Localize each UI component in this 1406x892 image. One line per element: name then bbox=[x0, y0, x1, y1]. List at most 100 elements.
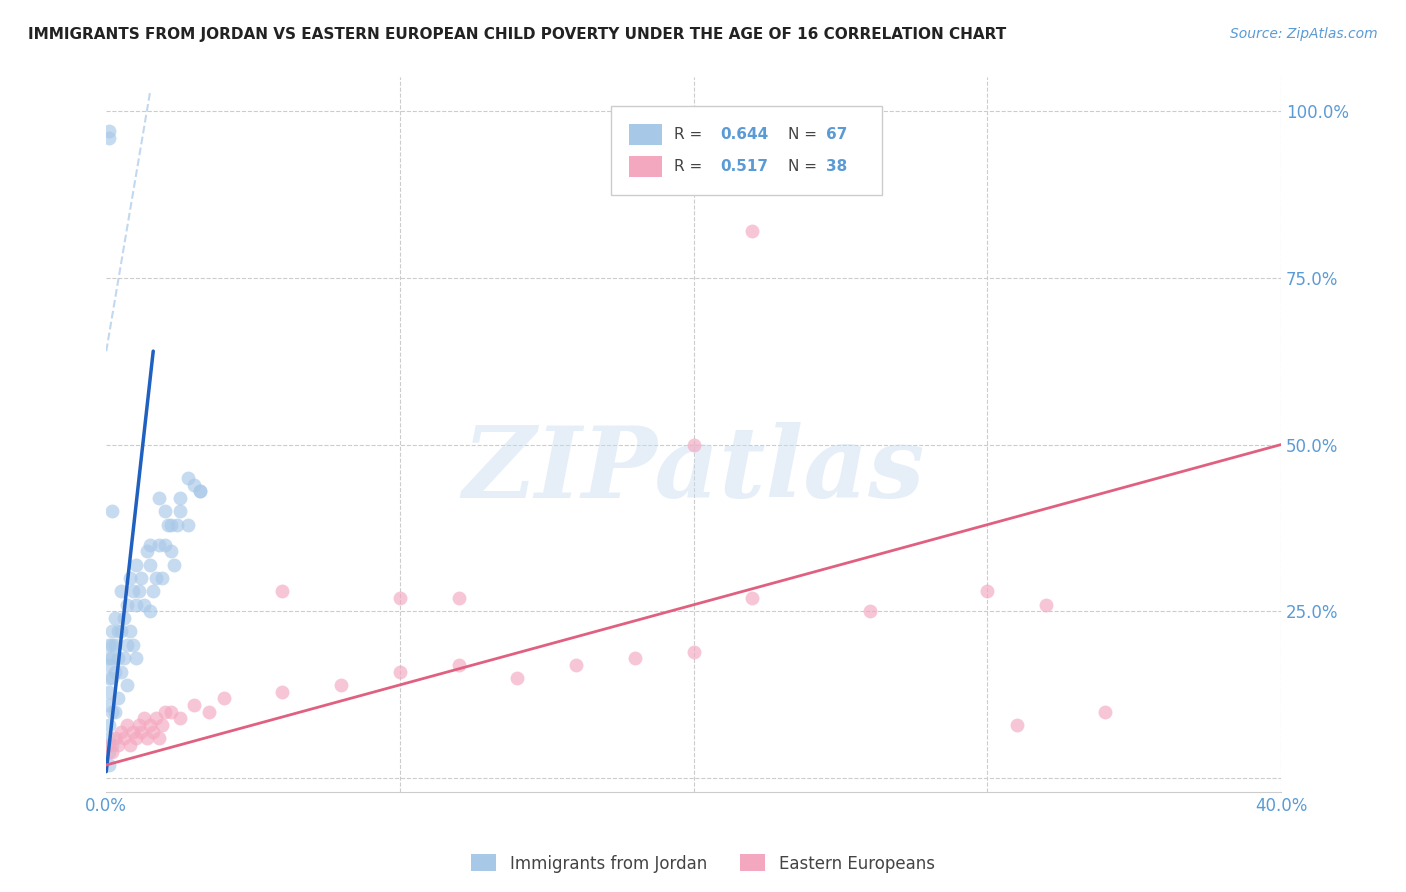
Point bbox=[101, 738, 124, 752]
Point bbox=[153, 705, 176, 719]
Point bbox=[134, 598, 156, 612]
Point bbox=[624, 651, 647, 665]
Point bbox=[118, 571, 141, 585]
Point bbox=[198, 705, 221, 719]
Point bbox=[148, 538, 170, 552]
Point bbox=[166, 517, 188, 532]
Point bbox=[124, 731, 146, 746]
Point bbox=[98, 657, 121, 672]
Point bbox=[104, 611, 127, 625]
Point bbox=[98, 718, 121, 732]
Point bbox=[1005, 718, 1028, 732]
Text: IMMIGRANTS FROM JORDAN VS EASTERN EUROPEAN CHILD POVERTY UNDER THE AGE OF 16 COR: IMMIGRANTS FROM JORDAN VS EASTERN EUROPE… bbox=[28, 27, 1007, 42]
Point bbox=[128, 718, 150, 732]
Point bbox=[98, 671, 121, 685]
Point bbox=[271, 684, 294, 698]
Point bbox=[98, 684, 121, 698]
Point bbox=[741, 591, 763, 606]
Point bbox=[110, 624, 132, 639]
Point bbox=[128, 584, 150, 599]
Point bbox=[98, 738, 121, 752]
Point bbox=[131, 571, 153, 585]
Point bbox=[104, 705, 127, 719]
Point bbox=[98, 124, 121, 138]
Point bbox=[169, 504, 191, 518]
Point bbox=[98, 638, 121, 652]
Point bbox=[150, 718, 173, 732]
Point bbox=[134, 711, 156, 725]
Point bbox=[107, 651, 129, 665]
Point bbox=[98, 130, 121, 145]
Point bbox=[112, 611, 135, 625]
Text: R =: R = bbox=[673, 127, 707, 142]
Point bbox=[101, 638, 124, 652]
Point bbox=[153, 504, 176, 518]
Point bbox=[121, 584, 143, 599]
Point bbox=[142, 724, 165, 739]
Point bbox=[104, 638, 127, 652]
Point bbox=[271, 584, 294, 599]
Point bbox=[136, 544, 159, 558]
Point bbox=[169, 491, 191, 505]
Point bbox=[139, 718, 162, 732]
Point bbox=[98, 698, 121, 712]
Point bbox=[107, 738, 129, 752]
Point bbox=[136, 731, 159, 746]
FancyBboxPatch shape bbox=[612, 106, 882, 195]
Point bbox=[177, 517, 200, 532]
Point bbox=[115, 598, 138, 612]
Point bbox=[139, 604, 162, 618]
Legend: Immigrants from Jordan, Eastern Europeans: Immigrants from Jordan, Eastern European… bbox=[465, 847, 941, 880]
Text: Source: ZipAtlas.com: Source: ZipAtlas.com bbox=[1230, 27, 1378, 41]
Point bbox=[183, 477, 205, 491]
Point bbox=[104, 731, 127, 746]
Point bbox=[682, 644, 704, 658]
Point bbox=[142, 584, 165, 599]
Text: 67: 67 bbox=[827, 127, 848, 142]
Point bbox=[110, 724, 132, 739]
Point bbox=[150, 571, 173, 585]
Text: N =: N = bbox=[787, 127, 821, 142]
Point bbox=[177, 471, 200, 485]
Point bbox=[139, 558, 162, 572]
Point bbox=[1035, 598, 1057, 612]
Point bbox=[139, 538, 162, 552]
Point bbox=[124, 598, 146, 612]
Point bbox=[160, 705, 183, 719]
Point bbox=[388, 665, 411, 679]
Point bbox=[121, 724, 143, 739]
Point bbox=[447, 591, 470, 606]
Point bbox=[98, 651, 121, 665]
Point bbox=[163, 558, 186, 572]
Point bbox=[98, 745, 121, 759]
Text: ZIPatlas: ZIPatlas bbox=[463, 422, 925, 518]
Point bbox=[112, 651, 135, 665]
Text: 0.644: 0.644 bbox=[721, 127, 769, 142]
Point bbox=[388, 591, 411, 606]
Point bbox=[741, 224, 763, 238]
Point bbox=[110, 665, 132, 679]
Point bbox=[107, 691, 129, 706]
Point bbox=[101, 705, 124, 719]
Point bbox=[330, 678, 353, 692]
Point bbox=[101, 671, 124, 685]
Point bbox=[156, 517, 179, 532]
Text: 0.517: 0.517 bbox=[721, 160, 769, 174]
Text: 38: 38 bbox=[827, 160, 848, 174]
Point bbox=[447, 657, 470, 672]
Point bbox=[1094, 705, 1116, 719]
Text: N =: N = bbox=[787, 160, 821, 174]
Point bbox=[115, 718, 138, 732]
Point bbox=[183, 698, 205, 712]
Point bbox=[976, 584, 998, 599]
Point bbox=[101, 651, 124, 665]
Text: R =: R = bbox=[673, 160, 707, 174]
Point bbox=[118, 738, 141, 752]
Point bbox=[101, 624, 124, 639]
Point bbox=[110, 584, 132, 599]
Point bbox=[160, 517, 183, 532]
Point bbox=[682, 437, 704, 451]
Point bbox=[118, 624, 141, 639]
Point bbox=[145, 571, 167, 585]
Point bbox=[124, 558, 146, 572]
